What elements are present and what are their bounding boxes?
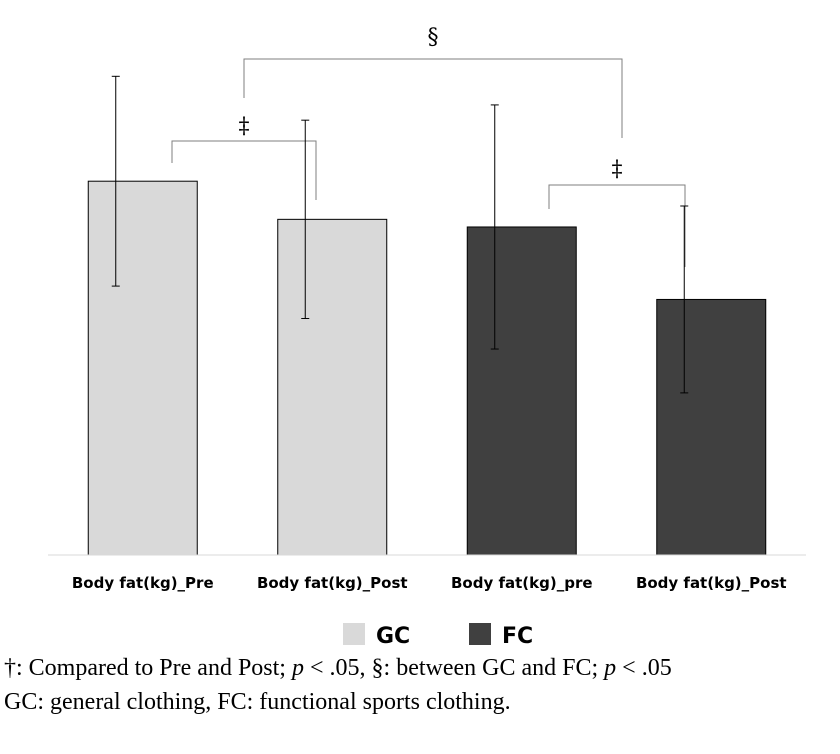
bar-chart: §‡‡ Body fat(kg)_Pre Body fat(kg)_Post Bod…	[48, 25, 806, 649]
footnote-abbreviations: GC: general clothing, FC: functional spo…	[4, 689, 511, 715]
bar-2	[466, 226, 577, 556]
x-tick-label-3: Body fat(kg)_Post	[636, 574, 787, 592]
bars-layer	[87, 180, 767, 556]
x-tick-label-1: Body fat(kg)_Post	[257, 574, 408, 592]
footnote-significance: †: Compared to Pre and Post; p < .05, §:…	[4, 655, 672, 681]
bar-3	[656, 298, 767, 556]
x-tick-label-2: Body fat(kg)_pre	[451, 574, 593, 592]
error-bars-layer	[111, 75, 689, 394]
significance-symbol-1: ‡	[239, 114, 250, 139]
legend-label-gc: GC	[376, 624, 410, 649]
bar-1	[277, 218, 388, 556]
legend-swatch-gc	[343, 623, 365, 645]
significance-bracket-0	[243, 58, 623, 138]
dagger-symbol: †	[4, 655, 16, 681]
bar-0	[87, 180, 198, 556]
significance-brackets: § ‡ ‡	[171, 25, 686, 267]
significance-symbol-2: ‡	[612, 157, 623, 182]
significance-symbol-0: §	[428, 25, 439, 50]
x-tick-label-0: Body fat(kg)_Pre	[72, 574, 214, 592]
legend-swatch-fc	[469, 623, 491, 645]
significance-bracket-1	[171, 140, 317, 200]
legend: GC FC	[343, 623, 533, 649]
legend-label-fc: FC	[502, 624, 533, 649]
x-tick-labels: Body fat(kg)_Pre Body fat(kg)_Post Body fa…	[72, 574, 787, 592]
significance-bracket-2	[548, 184, 686, 267]
